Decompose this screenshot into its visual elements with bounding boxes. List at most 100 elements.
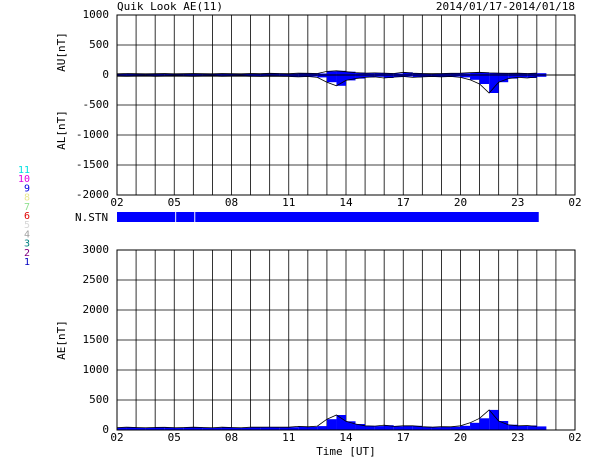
- area-bar: [498, 75, 509, 83]
- area-bar: [508, 73, 518, 75]
- area-bar: [470, 72, 480, 75]
- area-bar: [136, 427, 146, 430]
- area-bar: [193, 73, 203, 75]
- area-bar: [479, 418, 490, 430]
- area-bar: [422, 75, 432, 77]
- area-bar: [412, 75, 423, 78]
- area-bar: [183, 427, 194, 430]
- x-tick-label: 14: [339, 196, 353, 209]
- area-bar: [498, 73, 509, 75]
- area-bar: [326, 71, 337, 75]
- area-bar: [126, 75, 137, 77]
- station-label: 9: [24, 183, 30, 194]
- series-line: [116, 409, 537, 429]
- y-tick-label: 2000: [83, 303, 110, 316]
- area-bar: [136, 75, 146, 77]
- area-bar: [279, 73, 289, 75]
- area-bar: [422, 73, 432, 75]
- area-bar: [346, 75, 356, 81]
- series-line: [116, 70, 537, 75]
- area-bar: [126, 427, 137, 430]
- area-bar: [326, 419, 337, 430]
- area-bar: [164, 75, 175, 77]
- x-tick-label: 17: [397, 196, 410, 209]
- area-bar: [183, 75, 194, 77]
- date-range: 2014/01/17-2014/01/18: [436, 0, 575, 13]
- area-bar: [536, 75, 547, 77]
- y-tick-label: -1000: [76, 128, 109, 141]
- series-line: [116, 75, 537, 94]
- station-label: 11: [18, 165, 30, 176]
- area-bar: [231, 75, 242, 77]
- area-bar: [441, 426, 451, 430]
- area-bar: [250, 75, 261, 77]
- area-bar: [307, 75, 318, 77]
- area-bar: [336, 415, 346, 430]
- area-bar: [365, 425, 375, 430]
- area-bar: [221, 75, 232, 77]
- area-bar: [260, 75, 270, 77]
- x-axis-label: Time [UT]: [316, 445, 376, 458]
- station-label: 4: [24, 229, 30, 240]
- x-tick-label: 20: [454, 431, 467, 444]
- area-bar: [202, 73, 213, 75]
- area-bar: [279, 75, 289, 77]
- area-bar: [536, 73, 547, 75]
- area-bar: [450, 73, 461, 75]
- y-tick-label: 0: [102, 68, 109, 81]
- nstn-bar: [195, 212, 539, 222]
- area-bar: [508, 424, 518, 430]
- y-tick-label: -2000: [76, 188, 109, 201]
- area-bar: [307, 73, 318, 75]
- area-bar: [431, 73, 442, 75]
- area-bar: [450, 426, 461, 430]
- area-bar: [307, 426, 318, 430]
- area-bar: [155, 427, 165, 430]
- station-label: 7: [24, 202, 30, 213]
- area-bar: [346, 71, 356, 75]
- area-bar: [412, 73, 423, 75]
- x-tick-label: 23: [511, 196, 524, 209]
- area-bar: [145, 427, 156, 430]
- area-bar: [527, 75, 537, 78]
- area-bar: [431, 75, 442, 77]
- area-bar: [288, 73, 299, 75]
- panel-frame: [116, 249, 576, 431]
- area-bar: [441, 73, 451, 75]
- x-tick-label: 17: [397, 431, 410, 444]
- area-bar: [174, 73, 184, 75]
- area-bar: [126, 73, 137, 75]
- area-bar: [479, 75, 490, 84]
- area-bar: [117, 73, 127, 75]
- panel-frame: [116, 14, 576, 196]
- area-bar: [193, 75, 203, 77]
- area-bar: [221, 73, 232, 75]
- x-tick-label: 08: [225, 196, 238, 209]
- area-bar: [508, 75, 518, 79]
- area-bar: [374, 72, 385, 75]
- station-label: 8: [24, 193, 30, 204]
- area-bar: [374, 75, 385, 77]
- area-bar: [155, 75, 165, 77]
- station-label: 5: [24, 220, 30, 231]
- x-tick-label: 20: [454, 196, 467, 209]
- station-label: 1: [24, 257, 30, 268]
- area-bar: [241, 75, 251, 77]
- y-tick-label: 500: [89, 393, 109, 406]
- area-bar: [527, 425, 537, 430]
- area-bar: [489, 409, 499, 430]
- x-tick-label: 02: [110, 196, 123, 209]
- x-tick-label: 02: [568, 196, 581, 209]
- area-bar: [384, 425, 394, 430]
- area-bar: [212, 75, 222, 77]
- x-tick-label: 02: [110, 431, 123, 444]
- area-bar: [326, 75, 337, 83]
- y-tick-label: 1000: [83, 363, 110, 376]
- area-bar: [231, 73, 242, 75]
- area-bar: [498, 421, 509, 430]
- area-bar: [460, 73, 471, 75]
- y-tick-label: 500: [89, 38, 109, 51]
- area-bar: [117, 75, 127, 77]
- area-bar: [336, 70, 346, 75]
